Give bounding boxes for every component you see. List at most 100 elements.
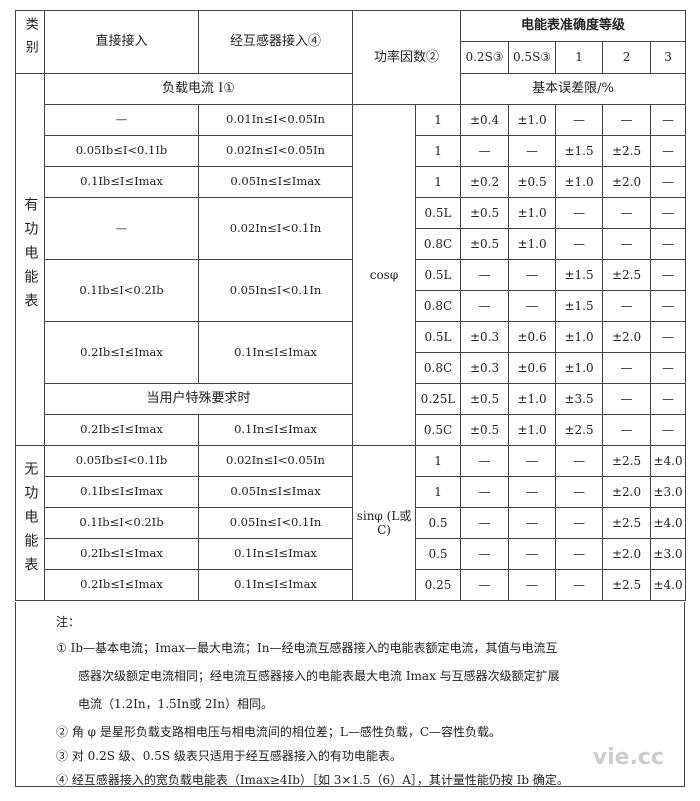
note-line: 电流（1.2In，1.5In或 2In）相同。 (78, 697, 274, 711)
error-limit-cell: ±0.5 (460, 197, 510, 229)
error-limit-cell: — (602, 228, 652, 260)
error-limit-cell: ±2.5 (602, 569, 652, 601)
error-limit-cell: — (650, 228, 687, 260)
error-limit-cell: ±2.0 (602, 476, 652, 508)
power-factor-value: 0.5C (414, 414, 462, 446)
error-limit-cell: ±1.0 (555, 166, 604, 198)
error-limit-cell: — (508, 135, 557, 167)
header-load-current: 负载电流 I① (44, 73, 353, 105)
note-line: 感器次级额定电流相同；经电流互感器接入的电能表最大电流 Imax 与互感器次级额… (78, 669, 560, 683)
header-category-cell: 类别 (15, 10, 45, 74)
error-limit-cell: — (555, 104, 604, 136)
error-limit-cell: — (602, 352, 652, 384)
error-limit-cell: — (508, 259, 557, 291)
reactive-pf-label: sinφ (L或C) (352, 445, 416, 601)
error-limit-cell: ±0.4 (460, 104, 510, 136)
error-limit-cell: ±1.0 (508, 197, 557, 229)
note-line: ④ 经互感器接入的宽负载电能表（Imax≥4Ib）［如 3×1.5（6）A］，其… (56, 773, 569, 787)
header-accuracy-class: 电能表准确度等级 (460, 10, 687, 42)
transformer-current-range: 0.05In≤I<0.1In (198, 259, 353, 322)
category-active: 有功电能表 (15, 73, 45, 446)
direct-current-range: 0.2Ib≤I≤Imax (44, 538, 199, 570)
power-factor-value: 1 (414, 476, 462, 508)
power-factor-value: 0.5L (414, 197, 462, 229)
transformer-current-range: 0.05In≤I≤Imax (198, 166, 353, 198)
direct-current-range: 0.1Ib≤I≤Imax (44, 166, 199, 198)
error-limit-cell: — (460, 290, 510, 322)
special-condition: 当用户特殊要求时 (44, 383, 353, 415)
table-row: —0.02In≤I<0.1In 0.5L ±0.5 ±1.0— — — (16, 197, 687, 260)
watermark-logo: vie.cc (592, 745, 664, 770)
power-factor-value: 0.8C (414, 290, 462, 322)
error-limit-cell: ±2.5 (602, 507, 652, 539)
error-limit-cell: — (602, 383, 652, 415)
error-limit-cell: ±0.6 (508, 321, 557, 353)
error-limit-cell: — (460, 445, 510, 477)
error-limit-cell: ±1.5 (555, 135, 604, 167)
error-limit-cell: — (460, 476, 510, 508)
error-limit-cell: ±2.0 (602, 321, 652, 353)
table-row: 0.8C — — ±1.5— — (16, 290, 687, 322)
power-factor-value: 1 (414, 135, 462, 167)
error-limit-cell: — (460, 538, 510, 570)
power-factor-value: 1 (414, 445, 462, 477)
transformer-current-range: 0.05In≤I≤Imax (198, 476, 353, 508)
error-limit-cell: — (555, 445, 604, 477)
error-limit-cell: — (602, 414, 652, 446)
error-limit-cell: — (508, 476, 557, 508)
error-limit-cell: ±0.3 (460, 321, 510, 353)
error-limit-cell: — (602, 290, 652, 322)
table-row: 0.2Ib≤I≤Imax 0.1In≤I≤Imax 0.5C ±0.5 ±1.0 ±2.5… (16, 414, 687, 446)
class-0-2s: 0.2S③ (460, 41, 510, 74)
header-via-transformer: 经互感器接入④ (198, 10, 353, 74)
power-factor-value: 0.8C (414, 352, 462, 384)
power-factor-value: 0.5L (414, 321, 462, 353)
note-line: ① Ib—基本电流；Imax—最大电流；In—经电流互感器接入的电能表额定电流，… (56, 641, 558, 655)
class-1: 1 (555, 41, 604, 74)
transformer-current-range: 0.01In≤I<0.05In (198, 104, 353, 136)
table-row: 无功电能表 0.05Ib≤I<0.1Ib 0.02In≤I<0.05In sinφ (… (15, 445, 687, 601)
error-limit-cell: ±0.5 (460, 414, 510, 446)
table-row: 当用户特殊要求时 0.25L ±0.5 ±1.0 ±3.5— — (16, 383, 687, 415)
power-factor-value: 0.5 (414, 538, 462, 570)
error-limit-cell: ±1.5 (555, 259, 604, 291)
error-limit-cell: ±1.0 (508, 414, 557, 446)
error-limit-cell: — (602, 197, 652, 229)
error-limit-cell: ±2.0 (602, 166, 652, 198)
error-limit-cell: ±2.5 (602, 135, 652, 167)
direct-current-range: 0.05Ib≤I<0.1Ib (44, 135, 199, 167)
table-row: 0.2Ib≤I≤Imax 0.1In≤I≤Imax 0.5L ±0.3 ±0.6 ±1.0… (16, 321, 687, 384)
error-limit-cell: — (555, 538, 604, 570)
note-line: ③ 对 0.2S 级、0.5S 级表只适用于经互感器接入的有功电能表。 (56, 749, 402, 763)
table-row: 0.1Ib≤I<0.2Ib 0.05In≤I<0.1In 0.5L — — ±1.5 ±2.… (16, 259, 687, 322)
error-limit-cell: ±2.0 (602, 538, 652, 570)
error-limit-cell: — (460, 259, 510, 291)
error-limit-cell: ±3.0 (650, 476, 687, 508)
error-limit-cell: — (460, 569, 510, 601)
error-limit-cell: — (555, 569, 604, 601)
error-limit-cell: — (460, 507, 510, 539)
error-limit-cell: ±3.5 (555, 383, 604, 415)
error-limit-cell: ±0.5 (460, 383, 510, 415)
table-row: 0.8C ±0.3 ±0.6 ±1.0— — (16, 352, 687, 384)
error-limit-cell: — (508, 290, 557, 322)
direct-current-range: 0.1Ib≤I≤Imax (44, 476, 199, 508)
error-limit-cell: ±2.5 (555, 414, 604, 446)
table-row: 0.1Ib≤I≤Imax 0.05In≤I≤Imax 1 ±0.2 ±0.5 ±1.0 ±2… (16, 166, 687, 198)
error-limit-cell: — (555, 507, 604, 539)
error-limit-cell: — (602, 104, 652, 136)
error-limit-cell: ±2.5 (602, 259, 652, 291)
category-reactive-label: 无功电能表 (22, 460, 39, 581)
error-limit-cell: — (650, 383, 687, 415)
table-row: 0.2Ib≤I≤Imax 0.1In≤I≤Imax 0.25— — — ±2.5 ±4.0 (16, 569, 687, 601)
direct-current-range: 0.1Ib≤I<0.2Ib (44, 507, 199, 539)
error-limit-cell: ±4.0 (650, 445, 687, 477)
error-limit-cell: ±0.3 (460, 352, 510, 384)
power-factor-value: 0.25L (414, 383, 462, 415)
error-limit-cell: — (650, 352, 687, 384)
error-limit-cell: ±1.0 (555, 321, 604, 353)
error-limit-cell: ±1.0 (508, 228, 557, 260)
notes-title: 注： (56, 615, 81, 629)
header-category: 类别 (22, 16, 38, 63)
transformer-current-range: 0.02In≤I<0.05In (198, 135, 353, 167)
